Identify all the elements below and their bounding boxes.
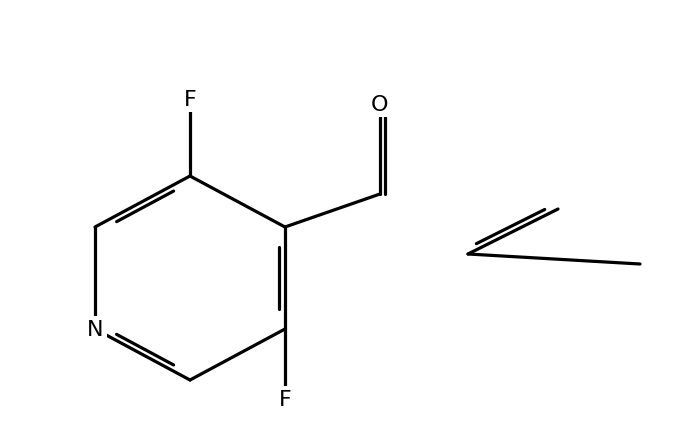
Text: O: O	[371, 95, 389, 115]
Text: F: F	[183, 90, 196, 110]
Text: F: F	[279, 389, 291, 409]
Text: N: N	[87, 319, 103, 339]
